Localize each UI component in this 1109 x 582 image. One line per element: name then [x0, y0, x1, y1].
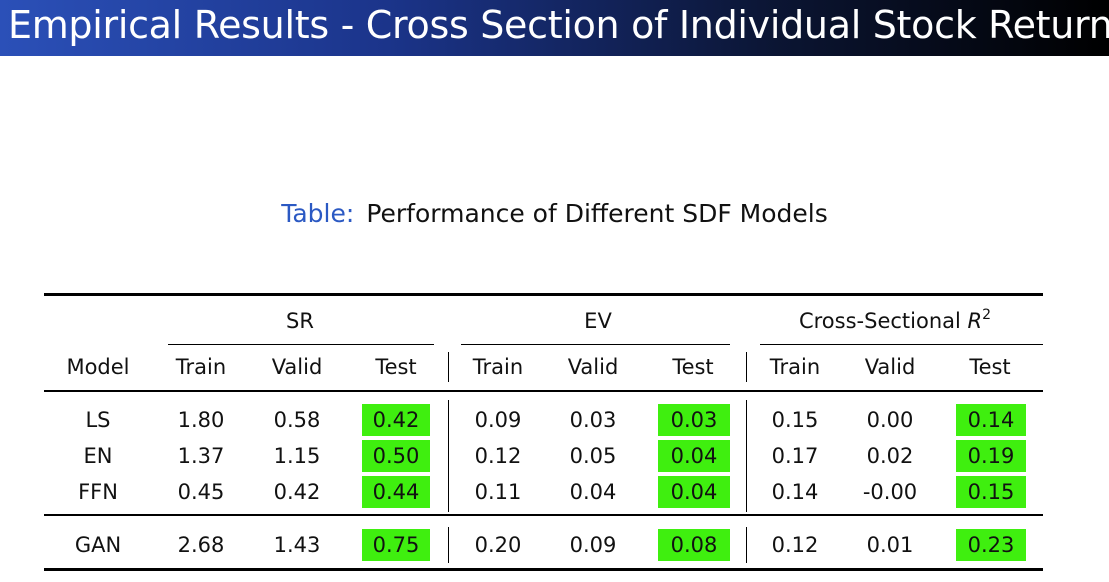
table-caption-label: Table: [281, 199, 355, 228]
test-cell-highlight: 0.04 [658, 440, 730, 472]
test-cell-highlight: 0.50 [362, 440, 430, 472]
test-cell-highlight: 0.14 [956, 404, 1026, 436]
model-name-cell: EN [83, 444, 113, 468]
top-rule [44, 293, 1043, 296]
model-name-cell: GAN [74, 533, 122, 557]
table-cell: 1.37 [177, 444, 225, 468]
bottom-rule [44, 568, 1043, 571]
column-header-test: Test [672, 355, 714, 379]
table-cell: 0.17 [771, 444, 819, 468]
table-cell: 1.80 [177, 408, 225, 432]
header-separator [746, 352, 747, 382]
table-cell: 0.09 [474, 408, 522, 432]
test-cell-highlight: 0.03 [658, 404, 730, 436]
r2-variable: R [967, 309, 983, 333]
test-cell-highlight: 0.42 [362, 404, 430, 436]
table-cell: 0.20 [474, 533, 522, 557]
group-rule-r2 [760, 344, 1043, 345]
mid-rule [44, 514, 1043, 516]
table-cell: 0.01 [866, 533, 914, 557]
table-cell: 0.02 [866, 444, 914, 468]
table-cell: 1.43 [273, 533, 321, 557]
r2-exponent: 2 [982, 307, 992, 323]
test-cell-highlight: 0.19 [956, 440, 1026, 472]
slide-title: Empirical Results - Cross Section of Ind… [8, 3, 1109, 47]
column-header-model: Model [66, 355, 130, 379]
header-rule [44, 390, 1043, 392]
table-cell: 0.58 [273, 408, 321, 432]
test-cell-highlight: 0.75 [362, 529, 430, 561]
group-header-r2: Cross-Sectional R2 [760, 308, 1030, 334]
slide-title-bar: Empirical Results - Cross Section of Ind… [0, 0, 1109, 56]
group-header-ev: EV [584, 309, 612, 333]
table-cell: 0.09 [569, 533, 617, 557]
table-cell: 0.15 [771, 408, 819, 432]
column-header-valid: Valid [271, 355, 323, 379]
table-cell: 0.03 [569, 408, 617, 432]
column-header-test: Test [969, 355, 1011, 379]
table-caption: Table: Performance of Different SDF Model… [0, 198, 1109, 230]
group-rule-sr [168, 344, 434, 345]
column-header-train: Train [769, 355, 821, 379]
group-header-sr: SR [286, 309, 314, 333]
column-header-test: Test [375, 355, 417, 379]
table-cell: 1.15 [273, 444, 321, 468]
table-cell: 2.68 [177, 533, 225, 557]
table-cell: 0.04 [569, 480, 617, 504]
body-separator [746, 527, 747, 563]
model-name-cell: FFN [78, 480, 118, 504]
table-cell: 0.05 [569, 444, 617, 468]
table-cell: 0.11 [474, 480, 522, 504]
body-separator [746, 400, 747, 512]
group-rule-ev [461, 344, 730, 345]
r2-prefix: Cross-Sectional [798, 309, 968, 333]
column-header-valid: Valid [864, 355, 916, 379]
column-header-valid: Valid [567, 355, 619, 379]
test-cell-highlight: 0.15 [956, 476, 1026, 508]
table-cell: 0.12 [771, 533, 819, 557]
table-cell: 0.42 [273, 480, 321, 504]
column-header-train: Train [472, 355, 524, 379]
table-caption-text: Performance of Different SDF Models [366, 199, 828, 228]
column-header-train: Train [175, 355, 227, 379]
body-separator [448, 400, 449, 512]
header-separator [448, 352, 449, 382]
table-cell: 0.00 [866, 408, 914, 432]
model-name-cell: LS [85, 408, 111, 432]
table-cell: 0.14 [771, 480, 819, 504]
body-separator [448, 527, 449, 563]
test-cell-highlight: 0.23 [956, 529, 1026, 561]
table-cell: -0.00 [862, 480, 918, 504]
test-cell-highlight: 0.04 [658, 476, 730, 508]
test-cell-highlight: 0.08 [658, 529, 730, 561]
table-cell: 0.45 [177, 480, 225, 504]
table-cell: 0.12 [474, 444, 522, 468]
test-cell-highlight: 0.44 [362, 476, 430, 508]
